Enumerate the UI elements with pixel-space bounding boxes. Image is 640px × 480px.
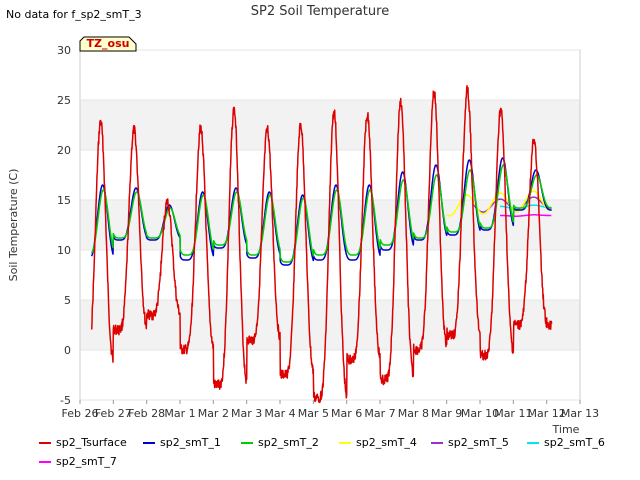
y-tick-label: 15 xyxy=(57,194,71,207)
legend-swatch xyxy=(241,442,253,444)
grid-band xyxy=(80,300,580,350)
legend-label: sp2_Tsurface xyxy=(56,436,127,449)
y-tick-label: 10 xyxy=(57,244,71,257)
x-tick-label: Feb 26 xyxy=(62,407,99,420)
legend-swatch xyxy=(39,442,51,444)
legend-swatch xyxy=(39,461,51,463)
legend-label: sp2_smT_5 xyxy=(448,436,509,449)
legend-item-sp2_smT_2: sp2_smT_2 xyxy=(241,436,319,449)
legend-item-sp2_smT_5: sp2_smT_5 xyxy=(431,436,509,449)
x-tick-label: Mar 4 xyxy=(264,407,295,420)
y-tick-label: 30 xyxy=(57,44,71,57)
legend-swatch xyxy=(143,442,155,444)
legend-item-sp2_smT_4: sp2_smT_4 xyxy=(339,436,417,449)
x-tick-label: Mar 2 xyxy=(198,407,229,420)
x-tick-label: Mar 6 xyxy=(331,407,362,420)
x-axis-label: Time xyxy=(552,423,580,436)
x-tick-label: Feb 27 xyxy=(95,407,132,420)
y-tick-label: 25 xyxy=(57,94,71,107)
series-lines xyxy=(90,85,553,404)
x-tick-label: Feb 28 xyxy=(128,407,165,420)
legend-label: sp2_smT_6 xyxy=(544,436,605,449)
x-tick-label: Mar 3 xyxy=(231,407,262,420)
no-data-message: No data for f_sp2_smT_3 xyxy=(6,8,142,21)
y-tick-label: 20 xyxy=(57,144,71,157)
legend-swatch xyxy=(527,442,539,444)
legend-label: sp2_smT_1 xyxy=(160,436,221,449)
y-tick-label: 0 xyxy=(64,344,71,357)
x-tick-label: Mar 12 xyxy=(528,407,566,420)
y-tick-label: -5 xyxy=(60,394,71,407)
x-tick-label: Mar 1 xyxy=(164,407,195,420)
chart-title: SP2 Soil Temperature xyxy=(251,4,389,19)
x-tick-label: Mar 13 xyxy=(561,407,599,420)
x-tick-label: Mar 10 xyxy=(461,407,499,420)
x-tick-label: Mar 11 xyxy=(494,407,532,420)
legend-item-sp2_smT_1: sp2_smT_1 xyxy=(143,436,221,449)
y-tick-label: 5 xyxy=(64,294,71,307)
legend-item-sp2_Tsurface: sp2_Tsurface xyxy=(39,436,127,449)
legend-item-sp2_smT_7: sp2_smT_7 xyxy=(39,455,117,468)
x-tick-label: Mar 8 xyxy=(398,407,429,420)
legend-label: sp2_smT_2 xyxy=(258,436,319,449)
legend-swatch xyxy=(431,442,443,444)
series-line-sp2_Tsurface xyxy=(90,85,553,404)
x-tick-label: Mar 9 xyxy=(431,407,462,420)
station-badge-label: TZ_osu xyxy=(87,37,130,50)
x-tick-label: Mar 5 xyxy=(298,407,329,420)
legend-swatch xyxy=(339,442,351,444)
legend-label: sp2_smT_7 xyxy=(56,455,117,468)
legend-label: sp2_smT_4 xyxy=(356,436,417,449)
series-line-sp2_smT_7 xyxy=(499,214,552,217)
y-axis: -5 0 5 10 15 20 25 30 xyxy=(57,44,580,407)
grid-band xyxy=(80,100,580,150)
station-badge: TZ_osu xyxy=(79,36,137,52)
legend-item-sp2_smT_6: sp2_smT_6 xyxy=(527,436,605,449)
y-axis-label: Soil Temperature (C) xyxy=(7,169,20,282)
x-tick-label: Mar 7 xyxy=(364,407,395,420)
